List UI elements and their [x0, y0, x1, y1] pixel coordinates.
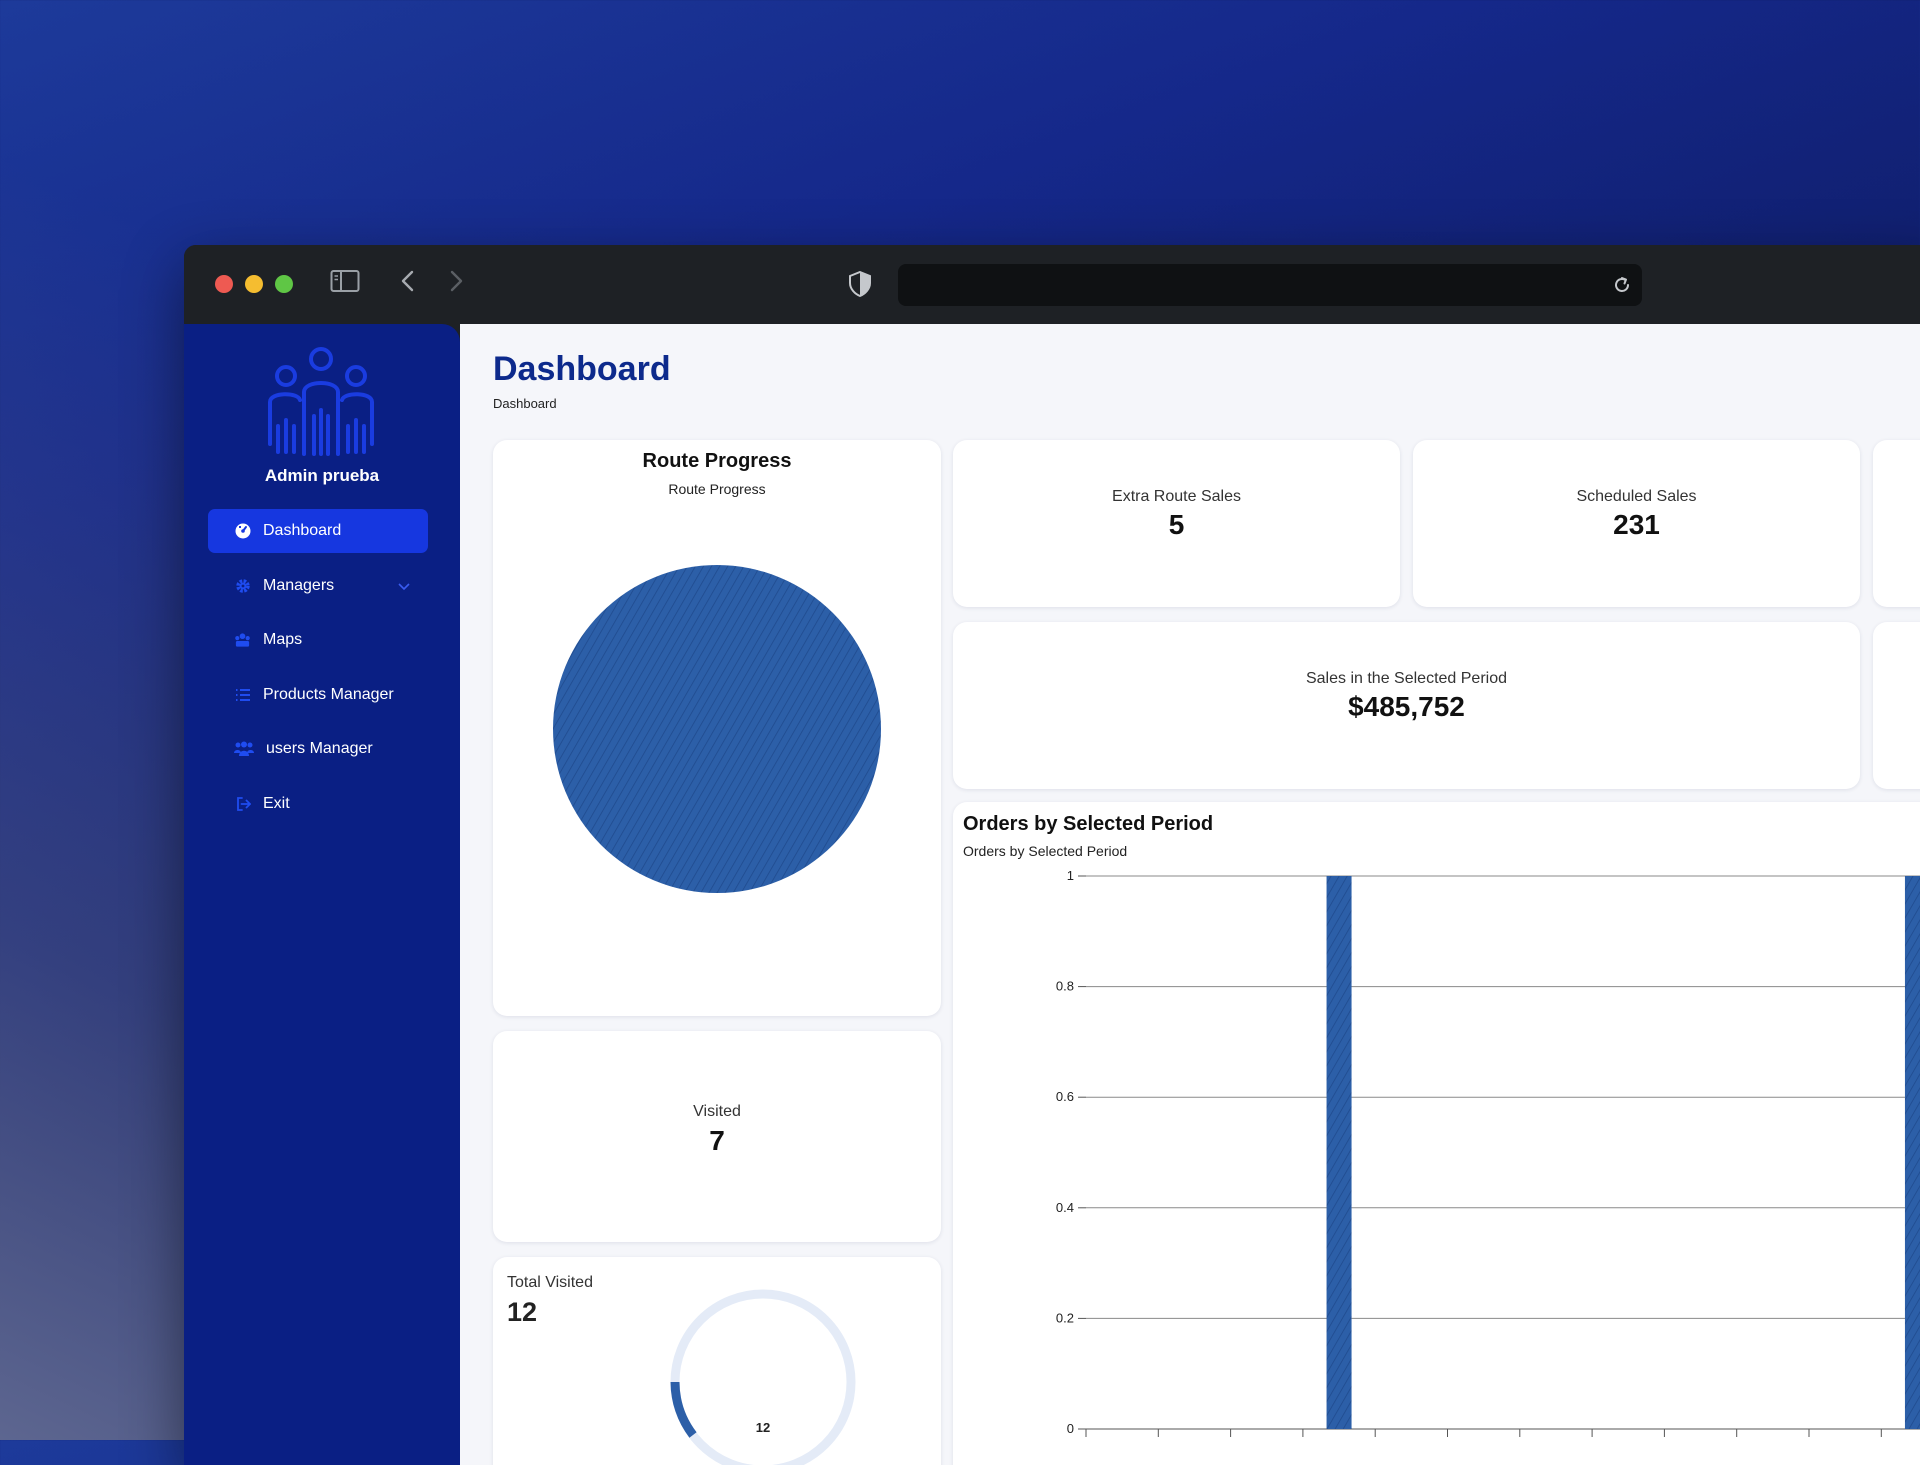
- total-visited-ring-chart: [670, 1289, 856, 1465]
- scheduled-sales-card: Scheduled Sales 231: [1413, 440, 1860, 607]
- total-visited-value: 12: [507, 1297, 538, 1327]
- sidebar-item-label: Managers: [263, 576, 335, 594]
- orders-chart-subtitle: Orders by Selected Period: [963, 843, 1128, 859]
- extra-route-sales-card: Extra Route Sales 5: [953, 440, 1400, 607]
- sidebar-toggle-icon[interactable]: [330, 269, 360, 298]
- bar[interactable]: [1904, 876, 1920, 1429]
- visited-label: Visited: [693, 1103, 741, 1120]
- address-bar[interactable]: [898, 264, 1642, 306]
- y-tick-label: 0.8: [1056, 979, 1074, 994]
- y-tick-label: 0.4: [1056, 1200, 1074, 1215]
- users-logo-icon: [262, 346, 380, 469]
- stat-card-partial: [1873, 622, 1920, 789]
- orders-chart-title: Orders by Selected Period: [963, 813, 1214, 835]
- page-title: Dashboard: [493, 350, 671, 388]
- sidebar-item-exit[interactable]: Exit: [208, 782, 428, 826]
- minimize-window-button[interactable]: [245, 275, 263, 293]
- close-window-button[interactable]: [215, 275, 233, 293]
- y-tick-label: 1: [1067, 868, 1074, 883]
- scheduled-sales-value: 231: [1613, 509, 1660, 540]
- extra-route-sales-value: 5: [1168, 509, 1185, 540]
- sidebar-nav: Dashboard Managers Maps Products Manager…: [208, 509, 428, 836]
- route-progress-pie-chart: [553, 565, 881, 893]
- scheduled-sales-label: Scheduled Sales: [1576, 488, 1697, 505]
- exit-icon: [234, 795, 251, 812]
- y-tick-label: 0: [1067, 1421, 1074, 1436]
- reload-icon[interactable]: [1612, 275, 1632, 300]
- sidebar-item-label: Products Manager: [263, 685, 394, 703]
- back-icon[interactable]: [400, 269, 416, 298]
- dashboard-icon: [234, 523, 251, 540]
- stat-card-partial: [1873, 440, 1920, 607]
- period-sales-value: $485,752: [1348, 691, 1465, 722]
- sidebar-item-maps[interactable]: Maps: [208, 618, 428, 662]
- sidebar: Admin prueba Dashboard Managers Maps Pro…: [184, 324, 460, 1465]
- visited-card: Visited 7: [493, 1031, 941, 1242]
- admin-user-name: Admin prueba: [264, 466, 380, 485]
- total-visited-card: Total Visited 12 12: [493, 1257, 941, 1465]
- sidebar-item-label: users Manager: [266, 740, 373, 757]
- extra-route-sales-label: Extra Route Sales: [1112, 488, 1241, 505]
- map-icon: [234, 632, 251, 649]
- total-visited-ring-label: 12: [755, 1420, 771, 1435]
- orders-bar-chart: 0 0.2 0.4 0.6 0.8 1: [1056, 868, 1920, 1437]
- bar[interactable]: [1326, 876, 1352, 1429]
- period-sales-card: Sales in the Selected Period $485,752: [953, 622, 1860, 789]
- browser-titlebar: [184, 245, 1920, 324]
- users-icon: [234, 741, 254, 758]
- total-visited-label: Total Visited: [507, 1274, 593, 1291]
- forward-icon[interactable]: [448, 269, 464, 298]
- visited-value: 7: [709, 1125, 725, 1156]
- list-icon: [234, 686, 251, 703]
- shield-icon: [849, 270, 871, 302]
- orders-chart-card: Orders by Selected Period Orders by Sele…: [953, 802, 1920, 1465]
- route-progress-subtitle: Route Progress: [668, 481, 766, 497]
- sidebar-item-managers[interactable]: Managers: [208, 564, 428, 608]
- sidebar-item-dashboard[interactable]: Dashboard: [208, 509, 428, 553]
- chevron-down-icon[interactable]: [398, 578, 410, 596]
- sidebar-item-label: Maps: [263, 631, 303, 648]
- sidebar-item-users-manager[interactable]: users Manager: [208, 727, 428, 771]
- sidebar-item-label: Exit: [263, 794, 290, 812]
- sidebar-item-label: Dashboard: [263, 522, 342, 539]
- browser-window: Admin prueba Dashboard Managers Maps Pro…: [184, 245, 1920, 1465]
- breadcrumb[interactable]: Dashboard: [493, 396, 557, 411]
- y-tick-label: 0.2: [1056, 1310, 1074, 1325]
- sidebar-item-products-manager[interactable]: Products Manager: [208, 673, 428, 717]
- route-progress-card: Route Progress Route Progress: [493, 440, 941, 1016]
- y-tick-label: 0.6: [1056, 1089, 1074, 1104]
- route-progress-title: Route Progress: [642, 450, 792, 472]
- maximize-window-button[interactable]: [275, 275, 293, 293]
- period-sales-label: Sales in the Selected Period: [1305, 670, 1507, 687]
- gear-icon: [234, 577, 251, 594]
- main-content: Dashboard Dashboard Route Progress Route…: [460, 324, 1920, 1465]
- pie-slice[interactable]: [553, 565, 881, 893]
